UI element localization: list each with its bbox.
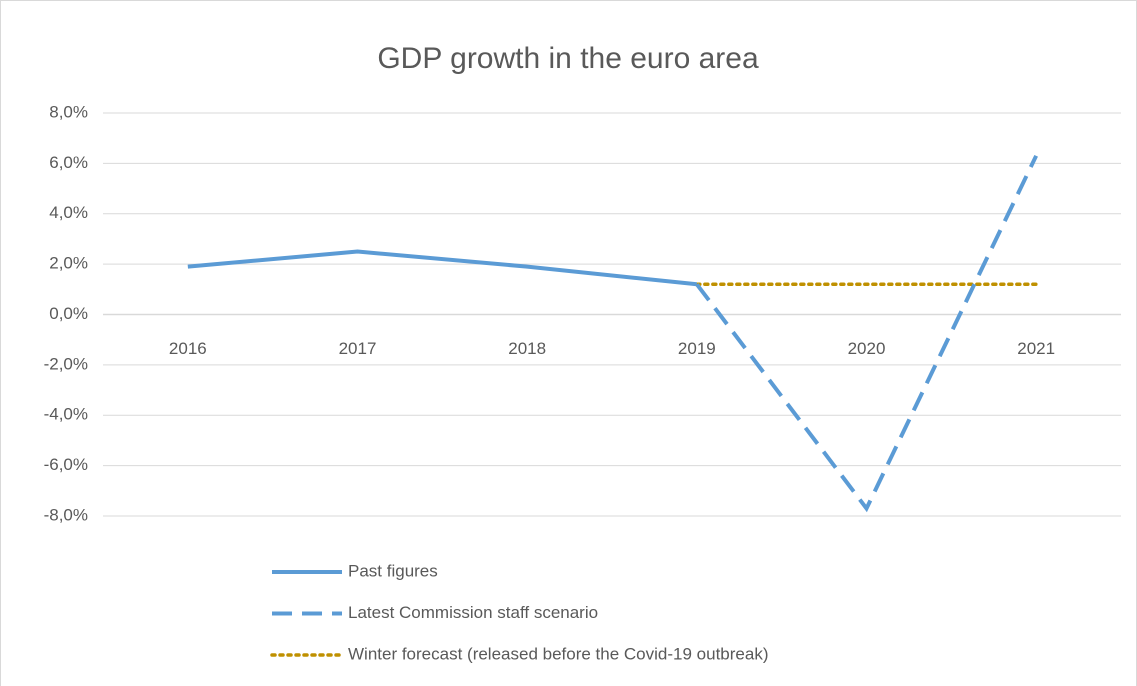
y-tick-label: -2,0% [44, 354, 88, 373]
x-tick-label: 2019 [678, 339, 716, 358]
y-tick-label: -4,0% [44, 405, 88, 424]
legend-label: Past figures [348, 561, 438, 580]
y-tick-label: 6,0% [49, 153, 88, 172]
x-tick-label: 2018 [508, 339, 546, 358]
y-tick-label: -8,0% [44, 505, 88, 524]
chart-title: GDP growth in the euro area [377, 42, 759, 75]
legend-label: Latest Commission staff scenario [348, 603, 598, 622]
y-tick-label: 4,0% [49, 203, 88, 222]
series-line [695, 154, 1038, 513]
legend-label: Winter forecast (released before the Cov… [348, 644, 768, 663]
y-tick-label: 2,0% [49, 254, 88, 273]
x-tick-label: 2016 [169, 339, 207, 358]
x-tick-label: 2020 [848, 339, 886, 358]
x-tick-label: 2017 [339, 339, 377, 358]
y-tick-label: 8,0% [49, 102, 88, 121]
series-line [187, 249, 698, 287]
y-tick-label: 0,0% [49, 304, 88, 323]
y-tick-label: -6,0% [44, 455, 88, 474]
x-tick-label: 2021 [1017, 339, 1055, 358]
